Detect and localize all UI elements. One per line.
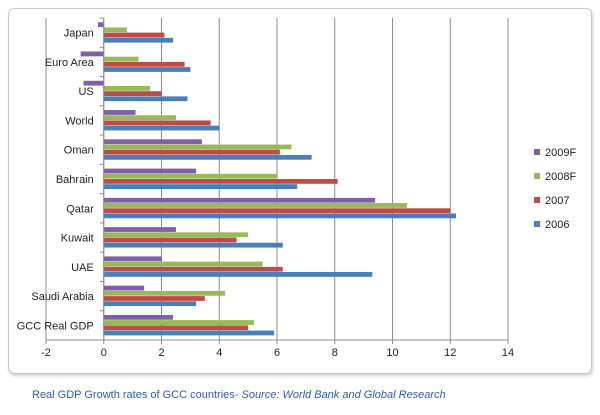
bar-2007-qatar — [103, 208, 451, 214]
bar-2006-us — [103, 96, 188, 102]
x-tick-label: 12 — [444, 347, 456, 359]
bar-2009f-gcc-real-gdp — [103, 314, 174, 320]
bar-2006-saudi-arabia — [103, 301, 197, 307]
legend-label: 2009F — [545, 147, 576, 159]
bar-2006-japan — [103, 37, 174, 43]
bar-2008f-euro-area — [103, 56, 139, 62]
bar-2006-bahrain — [103, 184, 298, 189]
bar-2006-uae — [103, 272, 373, 277]
bar-2009f-oman — [103, 139, 202, 145]
bar-2007-euro-area — [103, 61, 185, 67]
caption-main: Real GDP Growth rates of GCC countries- — [32, 389, 242, 401]
chart-caption: Real GDP Growth rates of GCC countries- … — [32, 389, 446, 401]
bar-2006-euro-area — [103, 67, 191, 72]
bar-2008f-qatar — [103, 203, 407, 208]
bar-2007-us — [103, 91, 162, 96]
legend-swatch-2008f — [534, 173, 540, 179]
x-tick-label: 6 — [274, 347, 280, 359]
bar-2009f-saudi-arabia — [103, 285, 145, 291]
bar-2009f-bahrain — [103, 168, 197, 174]
bar-2007-world — [103, 120, 211, 126]
category-label: UAE — [71, 262, 94, 274]
bar-2009f-kuwait — [103, 227, 176, 232]
category-label: World — [65, 115, 94, 127]
bar-2006-world — [103, 125, 220, 131]
bar-2007-gcc-real-gdp — [103, 325, 249, 331]
bar-2009f-japan — [97, 22, 104, 28]
legend-label: 2006 — [545, 219, 569, 231]
legend-swatch-2006 — [534, 221, 540, 227]
x-tick-label: 0 — [101, 347, 107, 359]
category-label: Kuwait — [61, 233, 94, 245]
bar-2008f-us — [103, 85, 150, 91]
bar-2007-kuwait — [103, 237, 237, 243]
category-label: Euro Area — [45, 57, 95, 69]
bar-2007-japan — [103, 32, 165, 38]
bar-2009f-uae — [103, 256, 162, 262]
bar-2008f-japan — [103, 27, 127, 33]
bar-2008f-world — [103, 115, 176, 121]
x-tick-label: 14 — [502, 347, 514, 359]
bar-2007-bahrain — [103, 179, 338, 184]
bar-2008f-oman — [103, 144, 292, 150]
category-label: Saudi Arabia — [31, 291, 94, 303]
x-tick-label: 2 — [158, 347, 164, 359]
category-label: US — [78, 86, 93, 98]
bar-2008f-saudi-arabia — [103, 290, 226, 296]
legend-swatch-2009f — [534, 149, 540, 155]
category-label: GCC Real GDP — [17, 320, 94, 332]
legend-swatch-2007 — [534, 197, 540, 203]
legend-label: 2007 — [545, 195, 569, 207]
legend-label: 2008F — [545, 171, 576, 183]
bar-2008f-uae — [103, 261, 263, 267]
bar-2009f-world — [103, 110, 136, 115]
bar-2006-qatar — [103, 213, 457, 219]
bar-2007-saudi-arabia — [103, 296, 205, 301]
caption-source: Source: World Bank and Global Research — [241, 389, 446, 401]
x-tick-label: 4 — [216, 347, 222, 359]
bar-2007-uae — [103, 266, 283, 272]
category-label: Bahrain — [56, 174, 94, 186]
x-tick-label: 10 — [386, 347, 398, 359]
x-tick-label: 8 — [332, 347, 338, 359]
bar-2009f-euro-area — [80, 51, 104, 57]
bar-2006-gcc-real-gdp — [103, 330, 275, 336]
bar-2009f-us — [83, 80, 104, 86]
bar-2006-oman — [103, 154, 312, 160]
bar-2008f-gcc-real-gdp — [103, 320, 254, 325]
category-label: Oman — [64, 145, 94, 157]
bar-2008f-bahrain — [103, 173, 277, 179]
bar-2006-kuwait — [103, 242, 283, 248]
x-tick-label: -2 — [41, 347, 51, 359]
category-label: Qatar — [66, 203, 94, 215]
bar-2009f-qatar — [103, 197, 376, 203]
category-label: Japan — [64, 28, 94, 40]
bar-2008f-kuwait — [103, 232, 249, 238]
bar-2007-oman — [103, 149, 280, 155]
